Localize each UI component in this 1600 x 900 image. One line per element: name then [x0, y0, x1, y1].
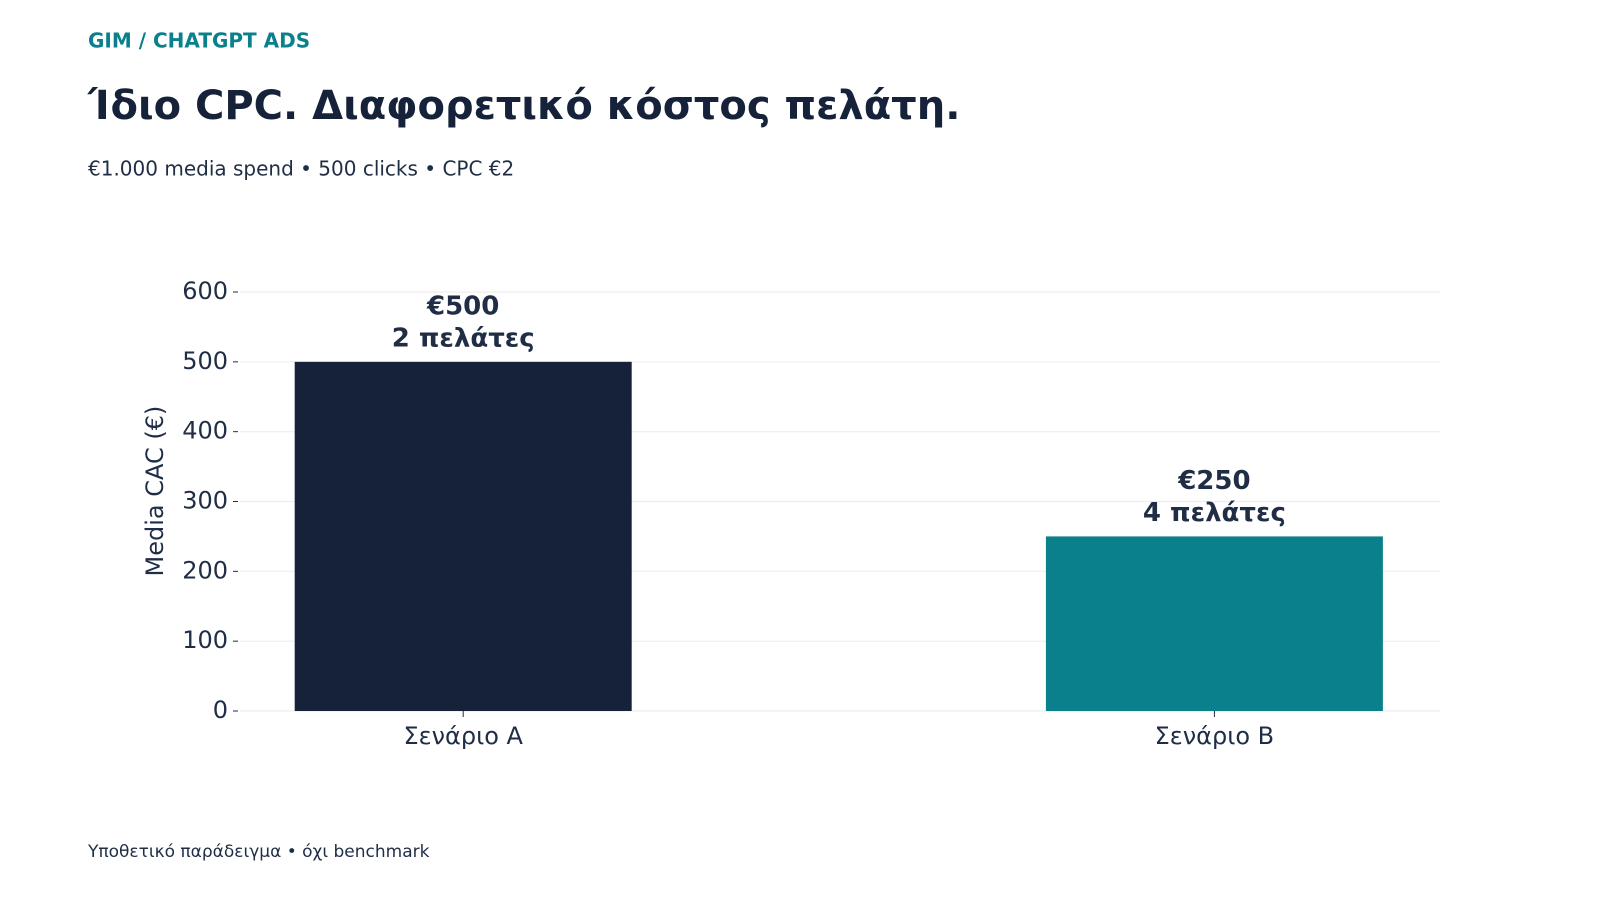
y-tick-label: 500 [182, 347, 228, 375]
value-label: €250 [1177, 466, 1250, 496]
bar [1045, 536, 1383, 711]
chart-subtitle: €1.000 media spend • 500 clicks • CPC €2 [88, 157, 514, 181]
y-tick-label: 0 [213, 696, 228, 724]
value-annotation: 2 πελάτες [392, 323, 535, 353]
value-label: €500 [426, 291, 499, 321]
value-annotation: 4 πελάτες [1143, 498, 1286, 528]
y-axis-label: Media CAC (€) [141, 406, 169, 577]
y-tick-label: 200 [182, 556, 228, 584]
x-tick-label: Σενάριο A [403, 722, 523, 750]
kicker: GIM / CHATGPT ADS [88, 29, 310, 53]
y-tick-label: 600 [182, 277, 228, 305]
chart-title: Ίδιο CPC. Διαφορετικό κόστος πελάτη. [87, 83, 960, 129]
y-tick-label: 300 [182, 487, 228, 515]
x-tick-label: Σενάριο B [1155, 722, 1275, 750]
bar [294, 361, 632, 711]
footnote: Υποθετικό παράδειγμα • όχι benchmark [87, 842, 430, 862]
y-tick-label: 100 [182, 626, 228, 654]
y-tick-label: 400 [182, 417, 228, 445]
